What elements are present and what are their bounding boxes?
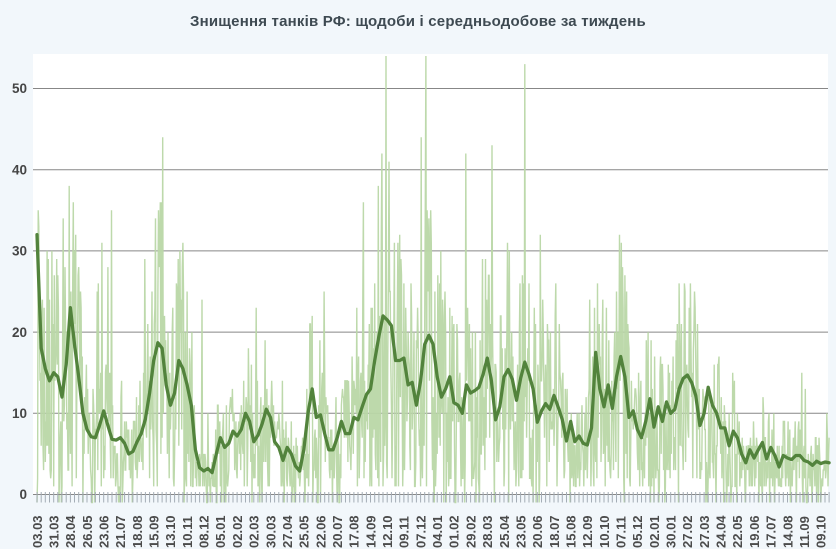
x-axis-label: 04.01 xyxy=(430,515,445,548)
x-axis-label: 26.05 xyxy=(80,515,95,548)
x-axis-label: 30.01 xyxy=(664,515,679,548)
x-axis-label: 07.12 xyxy=(413,515,428,548)
x-axis-label: 20.06 xyxy=(530,515,545,548)
x-axis-label: 13.10 xyxy=(163,515,178,548)
y-axis-label: 10 xyxy=(12,406,27,421)
x-axis-label: 28.03 xyxy=(480,515,495,548)
x-axis-label: 10.11 xyxy=(180,516,195,548)
x-axis-label: 02.02 xyxy=(230,515,245,548)
x-axis-label: 29.02 xyxy=(463,515,478,548)
y-axis-label: 40 xyxy=(12,162,27,177)
x-axis-label: 10.10 xyxy=(597,515,612,548)
x-axis-label: 28.04 xyxy=(63,515,78,548)
x-axis-label: 21.07 xyxy=(113,515,128,548)
x-axis-label: 30.03 xyxy=(263,515,278,548)
x-axis-label: 17.08 xyxy=(347,515,362,548)
x-axis-label: 12.10 xyxy=(380,515,395,548)
x-axis-label: 25.05 xyxy=(297,515,312,548)
x-axis-label: 12.09 xyxy=(580,515,595,548)
x-axis-label: 09.10 xyxy=(814,515,829,548)
x-axis-label: 31.03 xyxy=(47,515,62,548)
x-axis-label: 24.04 xyxy=(714,515,729,548)
x-axis-label: 14.09 xyxy=(363,515,378,548)
y-axis-label: 20 xyxy=(12,325,27,340)
x-axis-label: 27.03 xyxy=(697,515,712,548)
x-axis-label: 14.08 xyxy=(780,515,795,548)
y-axis-label: 50 xyxy=(12,81,27,96)
x-axis-label: 27.04 xyxy=(280,515,295,548)
x-axis-label: 07.11 xyxy=(614,516,629,548)
x-axis-label: 23.06 xyxy=(97,515,112,548)
x-axis-label: 23.05 xyxy=(513,515,528,548)
x-axis-label: 01.02 xyxy=(447,515,462,548)
x-axis-label: 18.07 xyxy=(547,515,562,548)
x-axis-label: 15.08 xyxy=(564,515,579,548)
x-axis-label: 17.07 xyxy=(764,515,779,548)
x-axis-label: 05.12 xyxy=(630,515,645,548)
x-axis-label: 11.09 xyxy=(797,516,812,548)
x-axis-label: 20.07 xyxy=(330,515,345,548)
x-axis-label: 19.06 xyxy=(747,515,762,548)
x-axis-label: 08.12 xyxy=(197,515,212,548)
x-axis-label: 09.11 xyxy=(397,516,412,548)
y-axis-label: 30 xyxy=(12,244,27,259)
x-axis-label: 03.03 xyxy=(30,515,45,548)
x-axis-label: 18.08 xyxy=(130,515,145,548)
chart-title: Знищення танків РФ: щодоби і середньодоб… xyxy=(190,13,646,30)
x-axis-label: 15.09 xyxy=(147,515,162,548)
x-axis-label: 05.01 xyxy=(213,515,228,548)
y-axis-label: 0 xyxy=(19,487,27,502)
x-axis-label: 22.05 xyxy=(730,515,745,548)
weekly-average-line xyxy=(35,233,831,475)
x-axis-label: 22.06 xyxy=(313,515,328,548)
x-axis-label: 27.02 xyxy=(680,515,695,548)
x-axis-label: 02.01 xyxy=(647,515,662,548)
x-axis-label: 25.04 xyxy=(497,515,512,548)
daily-series-line xyxy=(36,55,830,504)
x-axis-label: 02.03 xyxy=(247,515,262,548)
